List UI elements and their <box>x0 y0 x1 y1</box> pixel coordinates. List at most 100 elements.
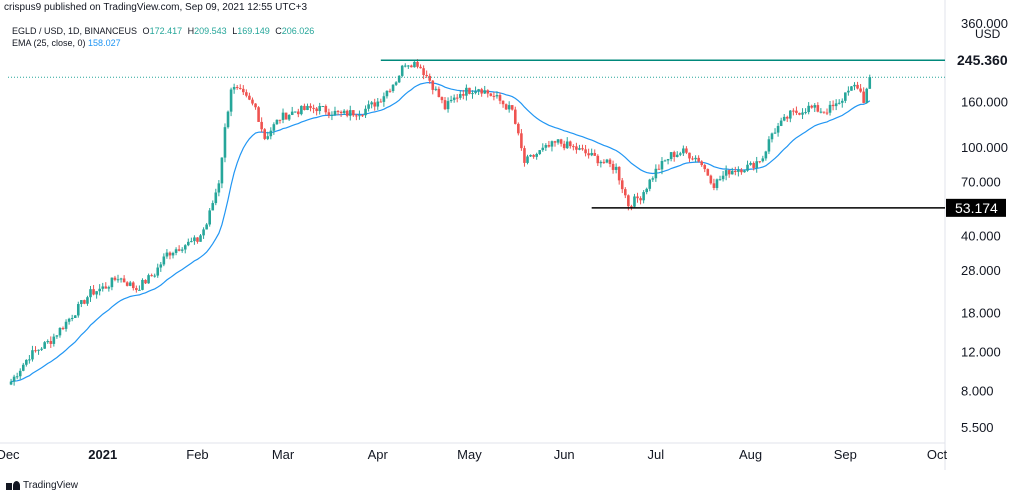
candle-body <box>837 102 841 104</box>
candle-body <box>828 104 832 113</box>
candle-body <box>804 112 807 114</box>
candle <box>290 106 294 116</box>
candle <box>541 143 545 152</box>
support-price-label: 53.174 <box>955 200 998 216</box>
candle-body <box>352 110 355 116</box>
candle-body <box>257 107 260 122</box>
candle-body <box>327 112 331 116</box>
candle <box>202 227 205 239</box>
legend-symbol: EGLD / USD, 1D, BINANCEUS <box>12 26 138 36</box>
candle <box>813 103 817 112</box>
candle <box>480 87 483 97</box>
candle <box>80 300 83 308</box>
candle-body <box>34 350 37 352</box>
candle <box>205 222 208 230</box>
time-axis[interactable]: Dec 2021 Feb Mar Apr May Jun Jul Aug Sep Oct <box>0 447 947 462</box>
candle <box>767 136 771 155</box>
candle-body <box>572 146 575 148</box>
candle-body <box>602 161 606 163</box>
candle-body <box>315 108 318 112</box>
candle <box>468 87 471 95</box>
candle-body <box>98 288 101 292</box>
candle-body <box>232 86 236 90</box>
candle-body <box>358 115 361 117</box>
candle-body <box>691 158 694 160</box>
candle <box>672 150 676 162</box>
candle-body <box>495 95 499 97</box>
candle-body <box>147 275 150 284</box>
candle <box>764 150 768 161</box>
candle <box>186 238 190 247</box>
candle-body <box>614 166 618 170</box>
candle-body <box>269 130 273 137</box>
candle-body <box>95 291 98 295</box>
candle-body <box>666 159 670 161</box>
candle-body <box>483 90 487 94</box>
price-axis[interactable]: 360.000 245.360 160.000 100.000 70.000 53.174… <box>946 16 1016 435</box>
candle <box>608 158 612 168</box>
candle-body <box>767 139 771 152</box>
candle <box>92 285 95 296</box>
candle <box>306 103 309 111</box>
candle <box>755 156 759 173</box>
candle-body <box>440 97 444 101</box>
candle-body <box>620 180 624 190</box>
candle <box>474 86 477 95</box>
candle <box>352 110 355 117</box>
tradingview-footer[interactable]: TradingView <box>6 480 78 491</box>
candle-body <box>541 147 545 151</box>
candle-body <box>21 364 25 371</box>
candle <box>798 112 801 116</box>
candle <box>434 86 438 92</box>
candle-body <box>764 151 768 159</box>
candle <box>532 154 535 159</box>
candle-body <box>159 264 163 268</box>
candle-body <box>559 139 563 144</box>
candle <box>428 73 432 84</box>
candle-body <box>538 150 542 154</box>
time-tick-label: May <box>457 447 482 462</box>
candle <box>437 86 441 98</box>
time-tick-label: Mar <box>272 447 295 462</box>
candle <box>269 127 273 140</box>
legend-high: 209.543 <box>194 26 227 36</box>
candle-body <box>37 349 40 351</box>
candle <box>550 140 554 152</box>
candle <box>688 152 691 163</box>
published-caption: crispus9 published on TradingView.com, S… <box>4 2 308 13</box>
candle-body <box>721 175 725 180</box>
price-tick-label: 100.000 <box>961 140 1008 155</box>
candle <box>443 97 447 111</box>
candle-body <box>581 148 584 150</box>
candle-body <box>850 86 853 91</box>
candle-body <box>217 183 221 193</box>
candle-body <box>578 148 581 150</box>
candle-body <box>278 119 282 121</box>
candle-body <box>196 237 199 242</box>
candle <box>517 122 520 136</box>
candle <box>119 277 123 283</box>
candle <box>837 99 841 105</box>
candle <box>538 150 542 156</box>
candle <box>578 144 581 151</box>
candle <box>679 151 682 157</box>
candle-body <box>403 65 407 67</box>
candle-body <box>779 120 783 126</box>
candle-body <box>397 75 401 83</box>
candle <box>25 359 28 367</box>
resistance-price-box <box>946 52 1016 69</box>
candle <box>40 347 43 352</box>
candle <box>694 155 697 163</box>
legend-low-label: L <box>232 26 238 36</box>
candle-body <box>125 282 129 286</box>
candle-body <box>83 300 86 304</box>
candle <box>321 105 325 108</box>
candle-body <box>153 275 156 277</box>
candle-body <box>688 152 691 159</box>
candle <box>822 111 826 114</box>
candle-body <box>660 161 664 170</box>
candle-body <box>831 104 835 107</box>
candle <box>831 100 835 111</box>
candle-body <box>226 111 230 128</box>
